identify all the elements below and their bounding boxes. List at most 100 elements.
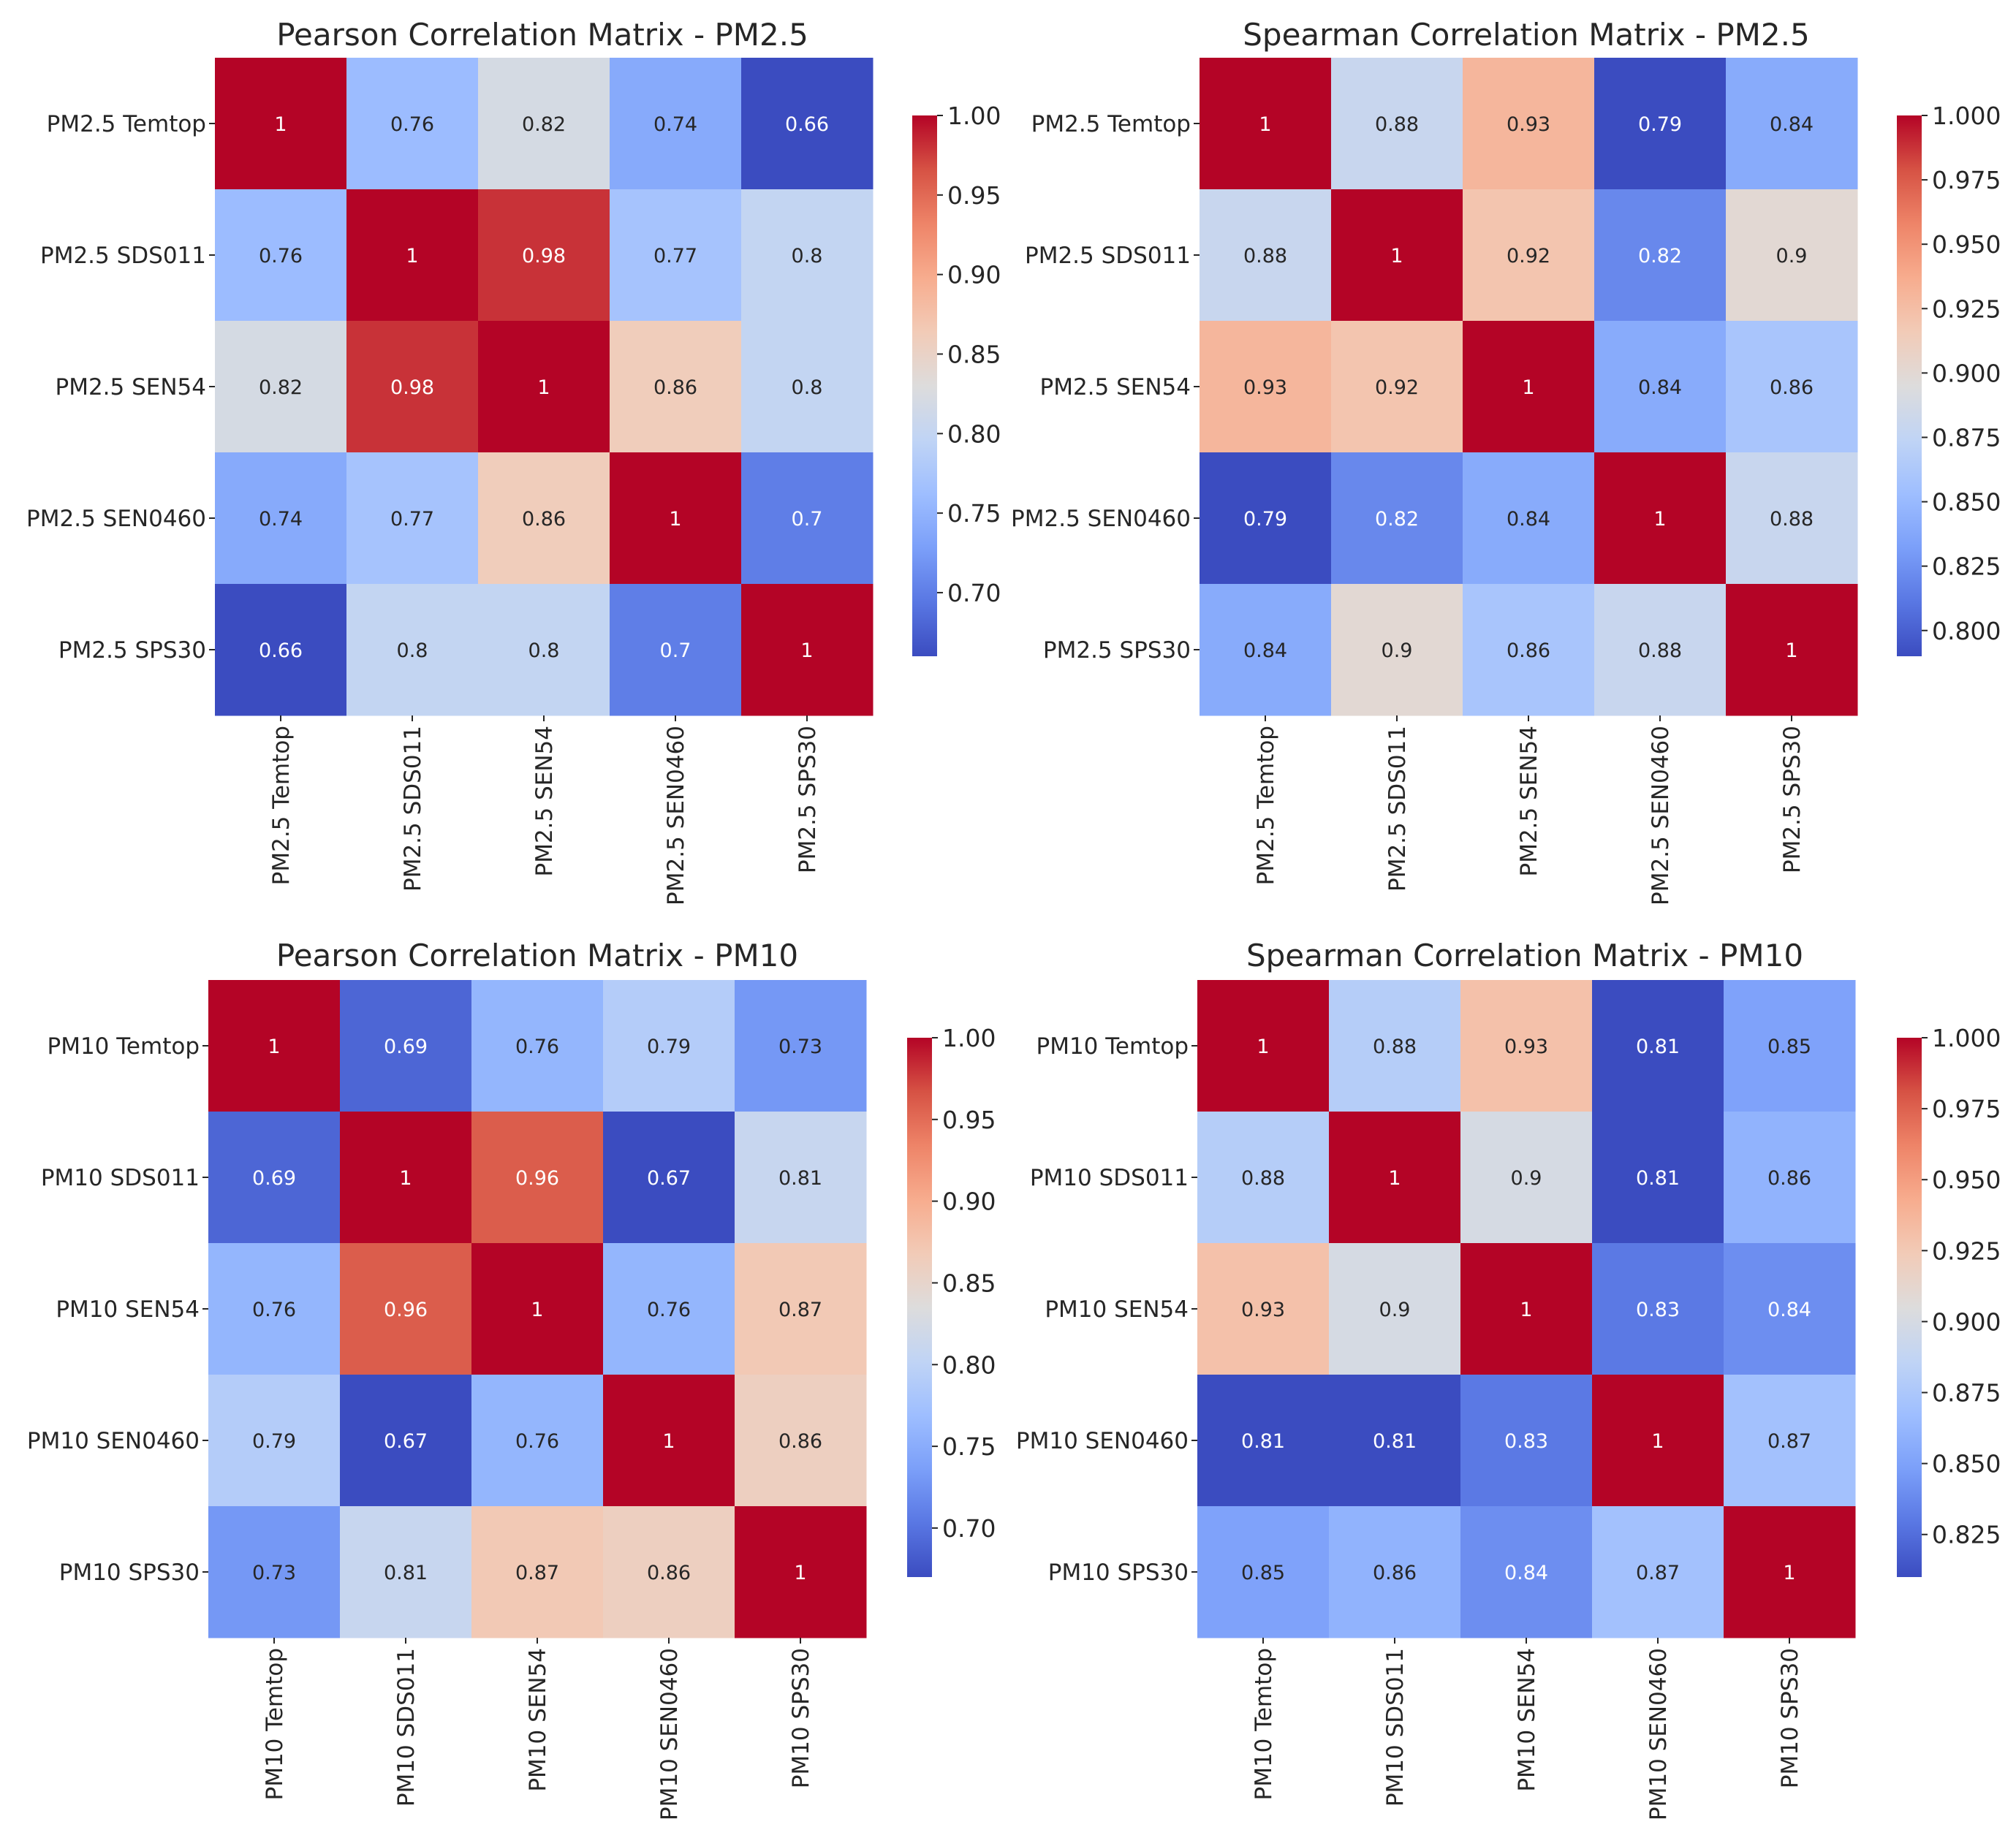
heatmap-cell <box>1329 1506 1461 1638</box>
colorbar: 1.00 0.95 0.90 0.85 0.80 0.75 0.70 <box>912 102 1001 656</box>
colorbar-tick-label: 0.70 <box>947 579 1001 607</box>
row-label: PM2.5 SEN54 <box>56 374 207 400</box>
chart-title: Pearson Correlation Matrix - PM10 <box>276 938 798 973</box>
heatmap-cell <box>735 1243 867 1375</box>
heatmap-cell <box>1460 980 1593 1112</box>
cell-value-label: 0.84 <box>1243 639 1287 662</box>
heatmap-cell <box>1724 1375 1856 1507</box>
heatmap-cell <box>1726 58 1858 190</box>
heatmap-cell <box>478 452 610 585</box>
spearman-pm25-panel: Spearman Correlation Matrix - PM2.5 1 0.8… <box>1011 17 2001 905</box>
heatmap-cell <box>208 1375 341 1507</box>
heatmap-cell <box>346 584 479 716</box>
heatmap-cell <box>208 980 341 1112</box>
heatmap-cell <box>340 1375 472 1507</box>
colorbar-tick-label: 1.000 <box>1932 102 2001 130</box>
cell-value-label: 0.82 <box>1638 245 1682 267</box>
heatmap-cell <box>741 58 874 190</box>
heatmap-cells: 1 0.88 0.93 0.79 0.84 0.88 1 0.92 0.82 0.9 0.93 0.9… <box>1200 58 1858 716</box>
row-label: PM10 SEN54 <box>56 1296 200 1323</box>
heatmap-cell <box>340 1243 472 1375</box>
row-label: PM10 SEN0460 <box>1016 1428 1189 1454</box>
cell-value-label: 1 <box>268 1036 280 1058</box>
cell-value-label: 1 <box>537 376 550 399</box>
x-axis-tick-labels: PM2.5 Temtop PM2.5 SDS011 PM2.5 SEN54 PM2.5… <box>1253 715 1805 905</box>
colorbar-tick-label: 0.800 <box>1932 617 2001 645</box>
cell-value-label: 0.76 <box>515 1430 559 1453</box>
row-label: PM10 Temtop <box>48 1033 200 1060</box>
cell-value-label: 0.93 <box>1504 1036 1548 1058</box>
y-axis-tick-labels: PM10 Temtop PM10 SDS011 PM10 SEN54 PM10 SEN… <box>27 1033 208 1586</box>
column-label: PM10 SPS30 <box>1777 1648 1803 1788</box>
heatmap-cell <box>1726 584 1858 716</box>
column-label: PM2.5 SDS011 <box>400 726 426 892</box>
cell-value-label: 1 <box>1785 639 1797 662</box>
colorbar-tick-label: 0.975 <box>1932 1095 2001 1123</box>
cell-value-label: 0.77 <box>390 508 434 531</box>
column-label: PM10 SPS30 <box>788 1648 814 1788</box>
heatmap-cells: 1 0.88 0.93 0.81 0.85 0.88 1 0.9 0.81 0.86 0.93 0.9… <box>1197 980 1856 1638</box>
cell-value-label: 0.79 <box>1243 508 1287 531</box>
heatmap-cell <box>1463 321 1595 453</box>
cell-value-label: 1 <box>662 1430 675 1453</box>
heatmap-cell <box>610 321 742 453</box>
spearman-pm10-panel: Spearman Correlation Matrix - PM10 1 0.88… <box>1016 938 2001 1820</box>
heatmap-cell <box>471 1243 604 1375</box>
heatmap-cell <box>1594 584 1727 716</box>
column-label: PM10 SDS011 <box>1382 1648 1409 1807</box>
y-axis-tick-labels: PM2.5 Temtop PM2.5 SDS011 PM2.5 SEN54 PM2.5… <box>1011 111 1200 664</box>
cell-value-label: 1 <box>274 113 287 136</box>
heatmap-cell <box>208 1112 341 1244</box>
row-label: PM2.5 Temtop <box>47 111 206 137</box>
heatmap-cell <box>1460 1506 1593 1638</box>
column-label: PM2.5 SPS30 <box>1779 726 1805 873</box>
heatmap-cell <box>1197 1243 1330 1375</box>
colorbar-tick-label: 0.85 <box>942 1269 996 1297</box>
heatmap-cell <box>1726 189 1858 322</box>
heatmap-cell <box>1331 321 1463 453</box>
cell-value-label: 0.69 <box>252 1167 296 1190</box>
cell-value-label: 0.77 <box>653 245 697 267</box>
colorbar: 1.000 0.975 0.950 0.925 0.900 0.875 0.850 0.825… <box>1897 102 2001 656</box>
heatmap-cell <box>610 189 742 322</box>
heatmap-cell <box>1460 1243 1593 1375</box>
cell-value-label: 1 <box>1259 113 1271 136</box>
heatmap-cell <box>1329 1375 1461 1507</box>
row-label: PM10 Temtop <box>1037 1033 1189 1060</box>
colorbar-tick-label: 1.00 <box>947 102 1001 130</box>
colorbar-tick-label: 0.75 <box>947 499 1001 528</box>
cell-value-label: 0.8 <box>528 639 560 662</box>
cell-value-label: 0.81 <box>1636 1036 1680 1058</box>
cell-value-label: 0.87 <box>515 1562 559 1584</box>
colorbar-tick-label: 0.825 <box>1932 1521 2001 1549</box>
cell-value-label: 0.67 <box>647 1167 691 1190</box>
heatmap-cell <box>1594 189 1727 322</box>
heatmap-cell <box>1200 58 1332 190</box>
column-label: PM2.5 SEN0460 <box>663 726 689 905</box>
cell-value-label: 0.88 <box>1241 1167 1285 1190</box>
colorbar-tick-label: 0.85 <box>947 340 1001 368</box>
cell-value-label: 0.93 <box>1243 376 1287 399</box>
cell-value-label: 0.79 <box>647 1036 691 1058</box>
cell-value-label: 0.7 <box>660 639 691 662</box>
heatmap-cell <box>340 980 472 1112</box>
heatmap-cell <box>1197 980 1330 1112</box>
colorbar-gradient <box>1897 115 1922 656</box>
column-label: PM10 Temtop <box>262 1648 288 1800</box>
column-label: PM2.5 SEN54 <box>1516 726 1542 877</box>
row-label: PM10 SEN0460 <box>27 1428 200 1454</box>
colorbar-tick-label: 0.950 <box>1932 1166 2001 1194</box>
colorbar-gradient <box>912 115 937 656</box>
cell-value-label: 0.86 <box>1770 376 1814 399</box>
cell-value-label: 0.81 <box>384 1562 428 1584</box>
column-label: PM2.5 Temtop <box>268 726 295 885</box>
colorbar-tick-label: 0.875 <box>1932 1379 2001 1408</box>
heatmap-cell <box>603 1506 735 1638</box>
heatmap-cell <box>1329 1243 1461 1375</box>
row-label: PM2.5 SDS011 <box>1025 243 1191 269</box>
cell-value-label: 0.85 <box>1767 1036 1811 1058</box>
cell-value-label: 0.84 <box>1638 376 1682 399</box>
chart-title: Spearman Correlation Matrix - PM2.5 <box>1243 17 1809 53</box>
heatmap-cell <box>1329 980 1461 1112</box>
